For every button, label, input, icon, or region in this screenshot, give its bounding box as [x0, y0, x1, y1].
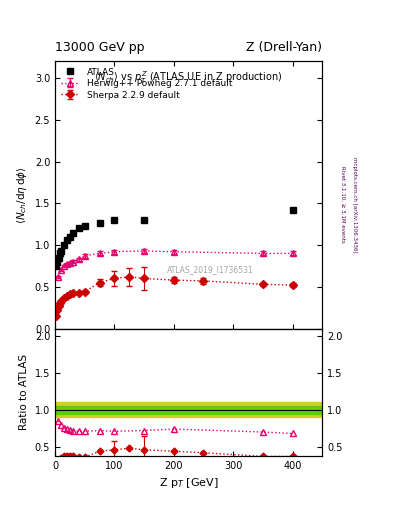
ATLAS [62, 242, 66, 248]
ATLAS [55, 259, 60, 265]
Y-axis label: Ratio to ATLAS: Ratio to ATLAS [19, 354, 29, 430]
ATLAS [70, 229, 75, 236]
Text: Rivet 3.1.10, ≥ 3.1M events: Rivet 3.1.10, ≥ 3.1M events [340, 166, 345, 243]
Y-axis label: $\langle N_{ch}/\mathrm{d}\eta\,\mathrm{d}\phi\rangle$: $\langle N_{ch}/\mathrm{d}\eta\,\mathrm{… [15, 166, 29, 224]
Text: $\langle N_{ch}\rangle$ vs $p_T^Z$ (ATLAS UE in Z production): $\langle N_{ch}\rangle$ vs $p_T^Z$ (ATLA… [94, 70, 283, 86]
ATLAS [97, 220, 102, 226]
Text: 13000 GeV pp: 13000 GeV pp [55, 41, 145, 54]
ATLAS [57, 250, 62, 257]
ATLAS [68, 233, 72, 240]
ATLAS [56, 254, 61, 261]
Legend: ATLAS, Herwig++ Powheg 2.7.1 default, Sherpa 2.2.9 default: ATLAS, Herwig++ Powheg 2.7.1 default, Sh… [59, 66, 234, 101]
ATLAS [54, 263, 59, 269]
ATLAS [83, 223, 87, 229]
X-axis label: Z p$_T$ [GeV]: Z p$_T$ [GeV] [159, 476, 219, 490]
ATLAS [64, 237, 69, 243]
Text: Z (Drell-Yan): Z (Drell-Yan) [246, 41, 322, 54]
ATLAS [112, 217, 117, 223]
Text: mcplots.cern.ch [arXiv:1306.3436]: mcplots.cern.ch [arXiv:1306.3436] [352, 157, 357, 252]
ATLAS [59, 248, 63, 254]
ATLAS [290, 207, 295, 213]
Line: ATLAS: ATLAS [53, 206, 296, 269]
ATLAS [142, 217, 147, 223]
Text: ATLAS_2019_I1736531: ATLAS_2019_I1736531 [167, 265, 253, 274]
ATLAS [76, 225, 81, 231]
